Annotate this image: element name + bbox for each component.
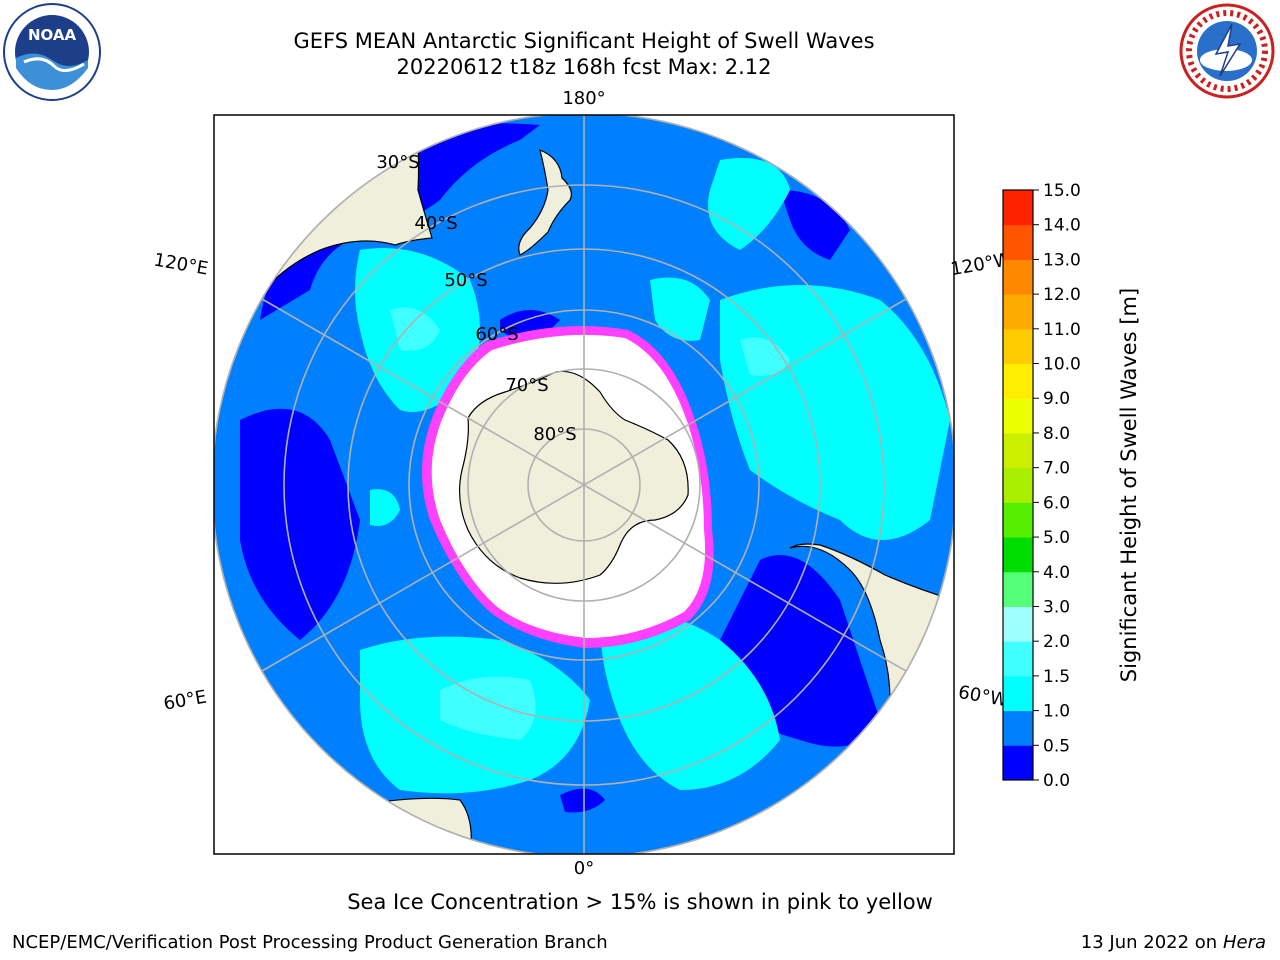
- colorbar-segment: [1003, 398, 1033, 434]
- swell-region-high: [650, 277, 710, 341]
- colorbar-segment: [1003, 224, 1033, 260]
- lat-label-70s: 70°S: [505, 375, 548, 396]
- swell-region-low: [560, 788, 605, 813]
- lon-label-180: 180°: [562, 88, 605, 109]
- swell-region-high: [600, 613, 780, 790]
- colorbar: 0.0 0.5 1.0 1.5 2.0 3.0 4.0 5.0 6.0 7.0 8.0 9.0 10.0…: [1002, 181, 1081, 791]
- colorbar-segment: [1003, 259, 1033, 295]
- footer-host: Hera: [1222, 932, 1266, 953]
- colorbar-segment: [1003, 432, 1033, 469]
- swell-region-high: [708, 158, 790, 250]
- colorbar-segment: [1003, 641, 1033, 677]
- svg-text:NOAA: NOAA: [28, 26, 77, 44]
- colorbar-tick-label: 5.0: [1043, 528, 1070, 548]
- colorbar-tick-label: 1.5: [1043, 667, 1070, 687]
- colorbar-segment: [1003, 606, 1033, 642]
- colorbar-tick-label: 2.0: [1043, 632, 1070, 652]
- colorbar-tick-label: 11.0: [1043, 320, 1081, 340]
- colorbar-tick-label: 13.0: [1043, 250, 1081, 270]
- colorbar-segment: [1003, 710, 1033, 746]
- colorbar-tick-label: 7.0: [1043, 459, 1070, 479]
- colorbar-tick-label: 12.0: [1043, 285, 1081, 305]
- lon-label-0: 0°: [574, 858, 594, 879]
- new-zealand: [518, 149, 572, 256]
- lon-label-120e: 120°E: [152, 249, 210, 279]
- colorbar-tick-label: 0.0: [1043, 771, 1070, 791]
- national-weather-service-logo-icon: [1179, 3, 1275, 99]
- colorbar-segment: [1003, 190, 1033, 226]
- graticule: [214, 115, 954, 854]
- swell-region-peak: [440, 676, 536, 740]
- colorbar-label: Significant Height of Swell Waves [m]: [1117, 287, 1141, 683]
- colorbar-tick-label: 1.0: [1043, 702, 1070, 722]
- swell-region-high: [370, 489, 400, 526]
- antarctica: [458, 370, 689, 584]
- swell-region-peak: [740, 337, 790, 376]
- colorbar-segment: [1003, 502, 1033, 538]
- colorbar-segment: [1003, 571, 1033, 607]
- polar-map: 180° 0° 120°E 60°E 120°W 60°W 30°S 40°S …: [152, 88, 1013, 879]
- lat-label-60s: 60°S: [475, 324, 518, 345]
- colorbar-tick-label: 6.0: [1043, 493, 1070, 513]
- lat-label-40s: 40°S: [414, 213, 457, 234]
- colorbar-segment: [1003, 745, 1033, 781]
- colorbar-tick-label: 14.0: [1043, 216, 1081, 236]
- colorbar-segment: [1003, 294, 1033, 330]
- lon-label-60e: 60°E: [162, 686, 208, 714]
- lat-label-80s: 80°S: [533, 424, 576, 445]
- lat-label-50s: 50°S: [444, 270, 487, 291]
- colorbar-segment: [1003, 328, 1033, 365]
- colorbar-tick-label: 3.0: [1043, 597, 1070, 617]
- colorbar-frame: [1002, 189, 1034, 781]
- lat-label-30s: 30°S: [376, 152, 419, 173]
- footer-date-text: 13 Jun 2022 on: [1080, 932, 1218, 953]
- colorbar-segment: [1003, 675, 1033, 712]
- colorbar-tick-label: 4.0: [1043, 563, 1070, 583]
- noaa-logo-icon: NOAA: [3, 3, 101, 101]
- colorbar-tick-label: 0.5: [1043, 736, 1070, 756]
- swell-region-peak: [390, 307, 440, 351]
- chart-subtitle: 20220612 t18z 168h fcst Max: 2.12: [396, 55, 772, 79]
- colorbar-segment: [1003, 537, 1033, 573]
- swell-region-low: [240, 408, 360, 640]
- colorbar-tick-label: 15.0: [1043, 181, 1081, 201]
- colorbar-tick-label: 8.0: [1043, 424, 1070, 444]
- colorbar-segment: [1003, 363, 1033, 399]
- map-frame: [213, 114, 955, 855]
- footer-date: 13 Jun 2022 on Hera: [1081, 932, 1266, 953]
- chart-title: GEFS MEAN Antarctic Significant Height o…: [293, 29, 875, 53]
- colorbar-tick-label: 9.0: [1043, 389, 1070, 409]
- colorbar-tick-label: 10.0: [1043, 355, 1081, 375]
- colorbar-segment: [1003, 467, 1033, 503]
- sea-ice-annotation: Sea Ice Concentration > 15% is shown in …: [347, 890, 933, 914]
- footer-credit: NCEP/EMC/Verification Post Processing Pr…: [12, 932, 608, 953]
